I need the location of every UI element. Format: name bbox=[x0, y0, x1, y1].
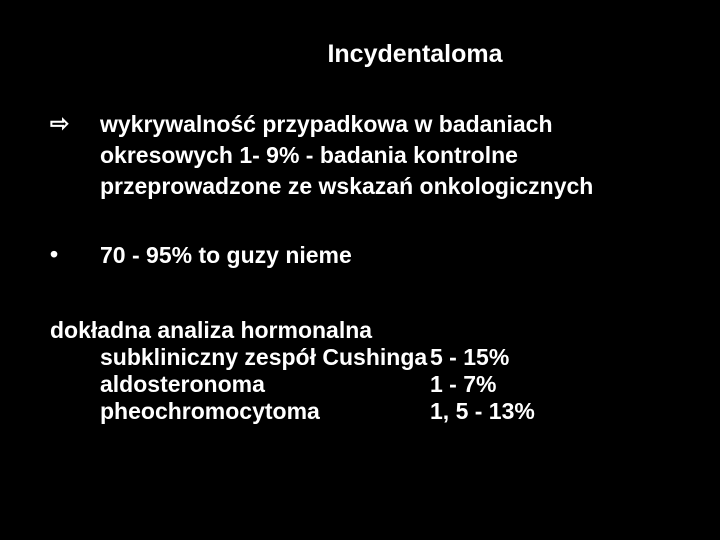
hormonal-value: 1, 5 - 13% bbox=[430, 398, 670, 425]
hormonal-item: subkliniczny zespół Cushinga 5 - 15% bbox=[50, 344, 670, 371]
dot-bullet-icon: • bbox=[50, 240, 100, 270]
hormonal-value: 5 - 15% bbox=[430, 344, 670, 371]
hormonal-label: subkliniczny zespół Cushinga bbox=[100, 344, 430, 371]
hormonal-label: aldosteronoma bbox=[100, 371, 430, 398]
hormonal-section: dokładna analiza hormonalna subkliniczny… bbox=[50, 317, 670, 425]
hormonal-item: pheochromocytoma 1, 5 - 13% bbox=[50, 398, 670, 425]
arrow-bullet-icon: ⇨ bbox=[50, 109, 100, 139]
hormonal-heading: dokładna analiza hormonalna bbox=[50, 317, 670, 344]
hormonal-label: pheochromocytoma bbox=[100, 398, 430, 425]
slide-title: Incydentaloma bbox=[160, 40, 670, 69]
bullet-item: • 70 - 95% to guzy nieme bbox=[50, 240, 670, 271]
hormonal-value: 1 - 7% bbox=[430, 371, 670, 398]
bullet-item: ⇨ wykrywalność przypadkowa w badaniach o… bbox=[50, 109, 670, 202]
hormonal-item: aldosteronoma 1 - 7% bbox=[50, 371, 670, 398]
bullet-text: 70 - 95% to guzy nieme bbox=[100, 240, 670, 271]
bullet-text: wykrywalność przypadkowa w badaniach okr… bbox=[100, 109, 670, 202]
